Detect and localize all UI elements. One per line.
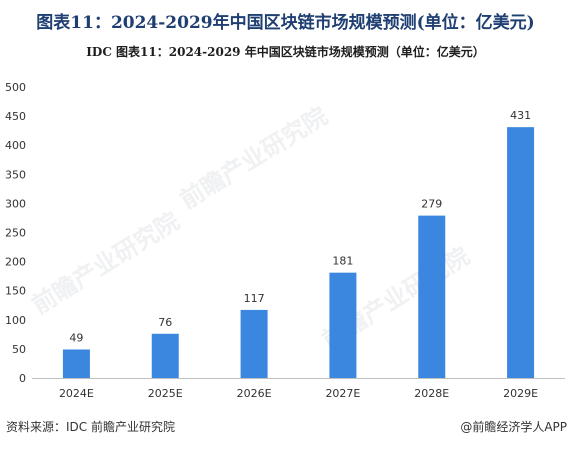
y-axis: 0 50 100 150 200 250 300 350 400 450 500	[5, 81, 26, 385]
data-label: 49	[69, 331, 83, 344]
chart-title: 图表11：2024-2029年中国区块链市场规模预测(单位：亿美元)	[36, 13, 535, 33]
bar	[507, 127, 535, 379]
bar	[418, 215, 446, 378]
bar	[62, 349, 90, 378]
y-tick-label: 300	[5, 197, 26, 210]
watermark-text: 前瞻产业研究院	[27, 207, 184, 320]
y-tick-label: 0	[19, 372, 26, 385]
y-tick-label: 150	[5, 285, 26, 298]
x-tick-label: 2028E	[414, 387, 449, 400]
data-label: 76	[158, 316, 172, 329]
y-tick-label: 500	[5, 81, 26, 94]
bar	[329, 272, 357, 378]
source-note: 资料来源：IDC 前瞻产业研究院	[6, 420, 175, 434]
y-tick-label: 450	[5, 110, 26, 123]
y-tick-label: 400	[5, 139, 26, 152]
x-tick-label: 2029E	[503, 387, 538, 400]
x-tick-label: 2027E	[325, 387, 360, 400]
bar	[240, 309, 268, 378]
bar-series: 49 76 117 181 279 431	[62, 109, 535, 379]
data-label: 117	[244, 292, 265, 305]
x-tick-label: 2025E	[148, 387, 183, 400]
x-tick-label: 2024E	[59, 387, 94, 400]
data-label: 431	[510, 109, 531, 122]
bar	[151, 333, 179, 378]
x-tick-label: 2026E	[237, 387, 272, 400]
y-tick-label: 350	[5, 168, 26, 181]
chart-subtitle: IDC 图表11：2024-2029 年中国区块链市场规模预测（单位：亿美元）	[86, 45, 485, 59]
data-label: 181	[332, 255, 353, 268]
y-tick-label: 250	[5, 227, 26, 240]
brand-credit: @前瞻经济学人APP	[460, 420, 567, 434]
watermark-text: 前瞻产业研究院	[175, 102, 332, 215]
y-tick-label: 200	[5, 256, 26, 269]
y-tick-label: 50	[12, 343, 26, 356]
y-tick-label: 100	[5, 314, 26, 327]
data-label: 279	[421, 198, 442, 211]
x-axis: 2024E 2025E 2026E 2027E 2028E 2029E	[59, 387, 538, 400]
